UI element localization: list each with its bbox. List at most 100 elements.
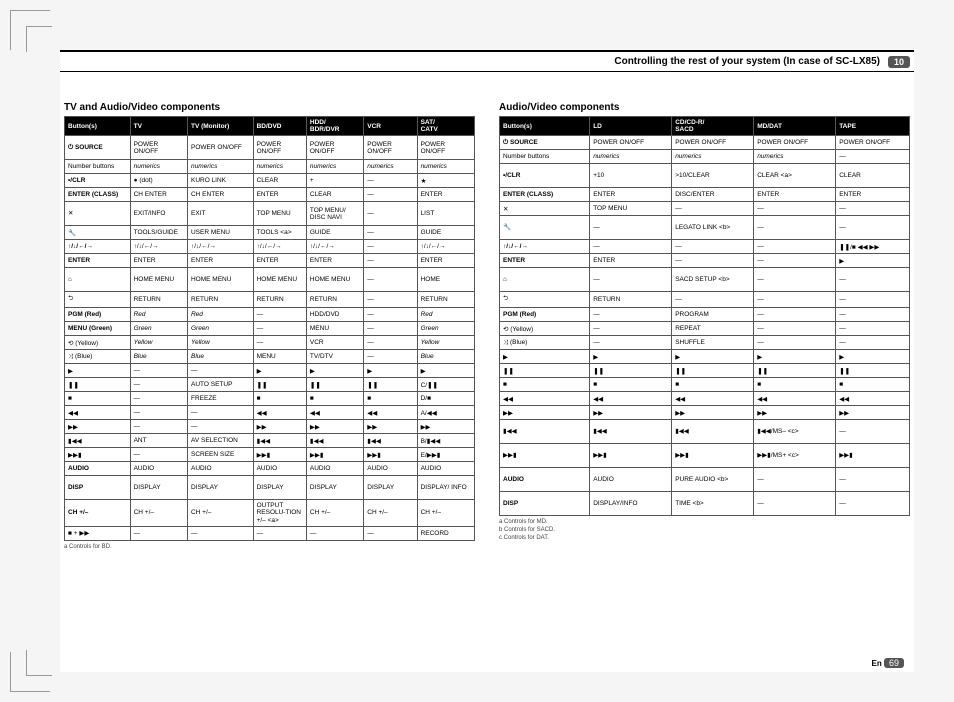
cell: — [130, 526, 187, 540]
cell: Blue [187, 350, 253, 364]
cell: ⤨ (Blue) [500, 336, 590, 350]
cell: — [590, 268, 672, 292]
cell: Red [130, 308, 187, 322]
table-row: ◀◀——◀◀◀◀◀◀A/◀◀ [65, 406, 475, 420]
table-row: Number buttonsnumericsnumericsnumerics— [500, 150, 910, 164]
cell: ⟲ (Yellow) [500, 322, 590, 336]
cell: ▮◀◀ [253, 434, 306, 448]
cell: ✕ [500, 202, 590, 216]
cell: Number buttons [65, 160, 131, 174]
cell: ▶▶▮ [672, 444, 754, 468]
cell: TOOLS <a> [253, 226, 306, 240]
cell: REPEAT [672, 322, 754, 336]
cell: ❚❚/■ ◀◀ ▶▶ [836, 240, 910, 254]
cell: HOME MENU [253, 268, 306, 292]
table-row: ⏻ SOURCEPOWER ON/OFFPOWER ON/OFFPOWER ON… [500, 136, 910, 150]
cell: — [836, 322, 910, 336]
cell: — [836, 468, 910, 492]
cell: — [364, 526, 417, 540]
cell: ▮◀◀ [364, 434, 417, 448]
cell: — [130, 448, 187, 462]
cell: B/▮◀◀ [417, 434, 474, 448]
cell: ▶▶▮ [65, 448, 131, 462]
table-row: ⟲ (Yellow)—REPEAT—— [500, 322, 910, 336]
cell: — [754, 240, 836, 254]
table-row: ⮌RETURNRETURNRETURNRETURN—RETURN [65, 292, 475, 308]
page-content: Controlling the rest of your system (In … [60, 50, 914, 672]
cell: ⮌ [65, 292, 131, 308]
cell: ▶ [417, 364, 474, 378]
cell: ANT [130, 434, 187, 448]
right-column: Audio/Video components Button(s)LDCD/CD-… [499, 102, 910, 552]
cell: — [590, 240, 672, 254]
left-footnote: a Controls for BD. [64, 544, 475, 552]
cell: numerics [417, 160, 474, 174]
cell: Number buttons [500, 150, 590, 164]
cell: ● (dot) [130, 174, 187, 188]
cell: ◀◀ [306, 406, 363, 420]
table-row: ↑/↓/←/→↑/↓/←/→↑/↓/←/→↑/↓/←/→↑/↓/←/→—↑/↓/… [65, 240, 475, 254]
cell: ❚❚ [836, 364, 910, 378]
cell: POWER ON/OFF [187, 136, 253, 160]
cell: ↑/↓/←/→ [417, 240, 474, 254]
cell: — [187, 420, 253, 434]
cell: — [672, 292, 754, 308]
cell: ❚❚ [364, 378, 417, 392]
cell: CH +/– [306, 500, 363, 526]
table-row: ■—FREEZE■■■D/■ [65, 392, 475, 406]
cell: — [306, 526, 363, 540]
cell: ▶ [590, 350, 672, 364]
cell: ▮◀◀ [306, 434, 363, 448]
cell: — [130, 392, 187, 406]
cell: — [364, 202, 417, 226]
cell: D/■ [417, 392, 474, 406]
cell: DISPLAY [187, 476, 253, 500]
cell: numerics [590, 150, 672, 164]
cell: CH +/– [65, 500, 131, 526]
cell: ▶ [253, 364, 306, 378]
cell: — [590, 308, 672, 322]
cell: ▶ [500, 350, 590, 364]
cell: Red [187, 308, 253, 322]
table-row: ▶▶▮▶▶▮▶▶▮▶▶▮/MS+ <c>▶▶▮ [500, 444, 910, 468]
cell: ENTER [417, 254, 474, 268]
table-row: ⤨ (Blue)BlueBlueMENUTV/DTV—Blue [65, 350, 475, 364]
cell: ▮◀◀/MS– <c> [754, 420, 836, 444]
table-row: Number buttonsnumericsnumericsnumericsnu… [65, 160, 475, 174]
cell: — [130, 364, 187, 378]
cell: ❚❚ [306, 378, 363, 392]
cell: ▶ [364, 364, 417, 378]
cell: ENTER [836, 188, 910, 202]
cell: — [187, 526, 253, 540]
cell: DISPLAY/INFO [590, 492, 672, 516]
cell: Yellow [130, 336, 187, 350]
cell: — [590, 336, 672, 350]
col-header: TV [130, 117, 187, 136]
table-row: ▶▶▮—SCREEN SIZE▶▶▮▶▶▮▶▶▮E/▶▶▮ [65, 448, 475, 462]
cell: ▶▶ [306, 420, 363, 434]
cell: DISPLAY [364, 476, 417, 500]
cell: •/CLR [500, 164, 590, 188]
cell: — [836, 202, 910, 216]
cell: RECORD [417, 526, 474, 540]
cell: 🔧 [65, 226, 131, 240]
cell: AUTO SETUP [187, 378, 253, 392]
table-row: •/CLR+10>10/CLEARCLEAR <a>CLEAR [500, 164, 910, 188]
cell: CH +/– [417, 500, 474, 526]
cell: AUDIO [500, 468, 590, 492]
cell: — [672, 240, 754, 254]
cell: CH ENTER [130, 188, 187, 202]
cell: ▮◀◀ [65, 434, 131, 448]
cell: — [187, 406, 253, 420]
cell: ■ [672, 378, 754, 392]
cell: HOME [417, 268, 474, 292]
cell: DISP [65, 476, 131, 500]
cell: — [364, 254, 417, 268]
cell: — [364, 226, 417, 240]
cell: ▶ [672, 350, 754, 364]
cell: ENTER [590, 188, 672, 202]
cell: ENTER [253, 254, 306, 268]
table-row: ▶▶——▶▶▶▶▶▶▶▶ [65, 420, 475, 434]
cell: numerics [754, 150, 836, 164]
table-row: ▶▶▶▶▶ [500, 350, 910, 364]
